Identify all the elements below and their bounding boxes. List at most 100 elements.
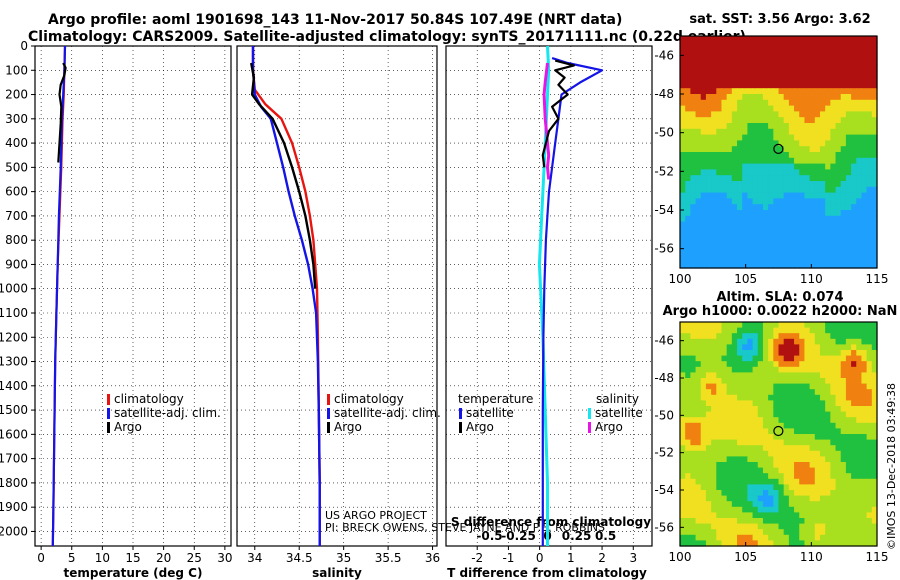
sst-map-cell (866, 204, 873, 211)
sst-map-cell (788, 163, 795, 170)
sst-map-cell (752, 36, 759, 43)
sla-map-cell (819, 523, 826, 530)
sst-map-cell (861, 134, 868, 141)
sla-map-cell (825, 534, 831, 541)
sst-map-cell (840, 117, 847, 124)
sla-map-cell (685, 501, 691, 508)
sla-map-cell (819, 473, 826, 480)
sst-map-cell (866, 59, 873, 66)
sla-map-cell (737, 366, 743, 373)
sla-map-cell (809, 495, 816, 502)
sla-map-cell (690, 428, 697, 435)
sst-map-cell (840, 111, 847, 118)
sla-map-cell (814, 411, 821, 418)
sst-map-cell (783, 94, 790, 101)
sst-map-cell (716, 175, 723, 182)
sst-map-cell (783, 233, 790, 240)
sst-map-cell (835, 123, 842, 130)
sst-map-cell (783, 59, 790, 66)
sst-map-cell (788, 82, 795, 89)
sla-map-cell (845, 344, 852, 351)
sla-map-cell (819, 512, 826, 519)
sst-map-cell (721, 181, 728, 188)
sst-map-cell (726, 157, 733, 165)
sst-map-cell (814, 244, 821, 252)
sla-map-cell (783, 378, 790, 385)
sst-map-cell (721, 221, 728, 228)
depth-tick-label: 100 (5, 63, 28, 77)
sla-map-cell (778, 394, 785, 401)
sla-map-cell (680, 445, 686, 452)
sst-map-cell (871, 76, 878, 83)
sla-map-cell (804, 389, 811, 396)
sla-map-cell (809, 322, 816, 329)
sst-map-cell (788, 36, 795, 43)
sst-map-cell (861, 169, 868, 176)
sla-map-cell (695, 327, 702, 334)
sla-map-cell (752, 338, 759, 345)
sst-map-cell (721, 192, 728, 199)
sst-map-cell (762, 250, 769, 257)
sst-map-cell (804, 65, 811, 72)
sst-map-cell (809, 221, 816, 228)
sla-map-cell (861, 456, 868, 463)
sst-map-cell (856, 94, 863, 101)
sst-map-cell (762, 210, 769, 217)
sla-map-cell (856, 473, 863, 480)
sla-map-cell (773, 478, 780, 485)
sst-map-cell (711, 94, 717, 101)
sla-map-cell (721, 490, 728, 497)
sst-map-cell (742, 65, 748, 72)
sla-map-cell (705, 540, 712, 547)
sla-map-cell (804, 512, 811, 519)
sla-map-cell (861, 322, 868, 329)
sst-map-cell (716, 111, 723, 118)
sst-map-cell (861, 210, 868, 217)
sla-map-cell (695, 383, 702, 390)
sla-map-cell (752, 501, 759, 508)
sla-map-cell (711, 378, 717, 385)
sla-map-cell (783, 417, 790, 424)
sla-map-cell (794, 394, 800, 401)
sla-map-cell (825, 495, 831, 502)
sst-map-cell (840, 256, 847, 263)
sst-map-cell (799, 210, 806, 217)
sst-map-cell (819, 215, 826, 223)
sst-map-cell (794, 99, 800, 107)
sla-map-cell (716, 473, 723, 480)
sst-map-cell (845, 105, 852, 112)
sla-map-cell (773, 445, 780, 452)
sst-map-cell (799, 53, 806, 60)
sst-map-cell (778, 256, 785, 263)
sst-map-cell (804, 175, 811, 182)
sla-map-cell (752, 478, 759, 485)
depth-tick-label: 2000 (0, 524, 28, 538)
sst-map-cell (768, 105, 774, 112)
sla-map-cell (856, 540, 863, 547)
sst-map-cell (778, 88, 785, 95)
sla-map-cell (845, 400, 852, 407)
sla-map-cell (773, 406, 780, 413)
sst-map-cell (731, 111, 738, 118)
sla-map-cell (768, 450, 774, 457)
sst-map-cell (690, 105, 697, 112)
sla-map-cell (788, 394, 795, 401)
sst-map-cell (726, 146, 733, 153)
sla-map-cell (680, 523, 686, 530)
sla-map-cell (685, 322, 691, 329)
sla-map-cell (690, 456, 697, 463)
sst-map-cell (762, 76, 769, 83)
sla-map-cell (830, 422, 837, 429)
sst-map-cell (809, 192, 816, 199)
sst-map-ytick-label: -52 (654, 164, 674, 178)
sst-map-cell (695, 210, 702, 217)
sst-map-cell (690, 210, 697, 217)
sst-map-cell (830, 59, 837, 66)
sst-map-cell (814, 36, 821, 43)
sst-map-cell (680, 181, 686, 188)
sla-map-cell (700, 406, 707, 413)
sst-map-cell (731, 262, 738, 269)
sst-map-cell (711, 204, 717, 211)
sla-map-cell (752, 540, 759, 547)
sst-map-cell (778, 163, 785, 170)
